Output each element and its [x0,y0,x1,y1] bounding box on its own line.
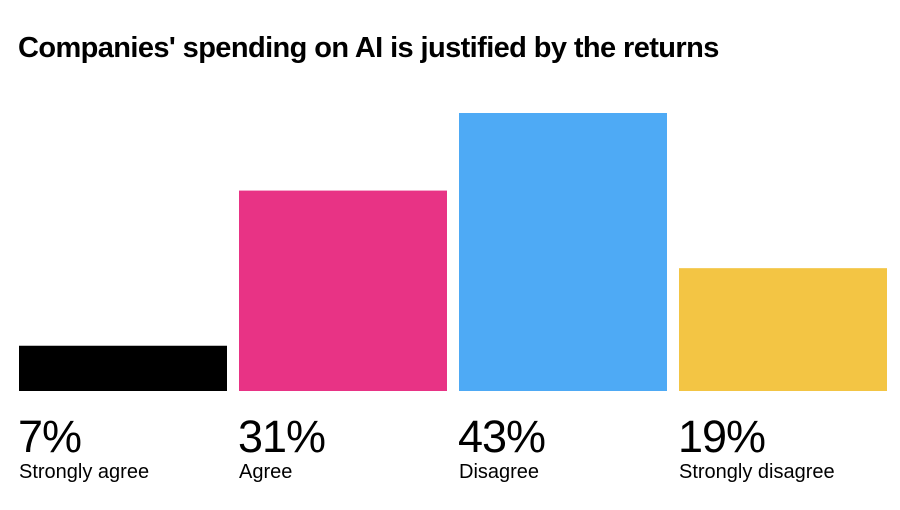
value-label-agree: 31% [238,411,325,462]
category-label-strongly-disagree: Strongly disagree [679,461,835,483]
bar-agree [239,190,447,391]
value-label-strongly-disagree: 19% [678,411,765,462]
value-label-strongly-agree: 7% [18,411,81,462]
category-label-strongly-agree: Strongly agree [19,461,149,483]
value-label-disagree: 43% [458,411,545,462]
bar-disagree [459,113,667,391]
bar-strongly-agree [19,345,227,391]
bar-strongly-disagree [679,268,887,391]
category-label-disagree: Disagree [459,461,539,483]
category-label-agree: Agree [239,461,292,483]
chart-title: Companies' spending on AI is justified b… [18,32,719,64]
